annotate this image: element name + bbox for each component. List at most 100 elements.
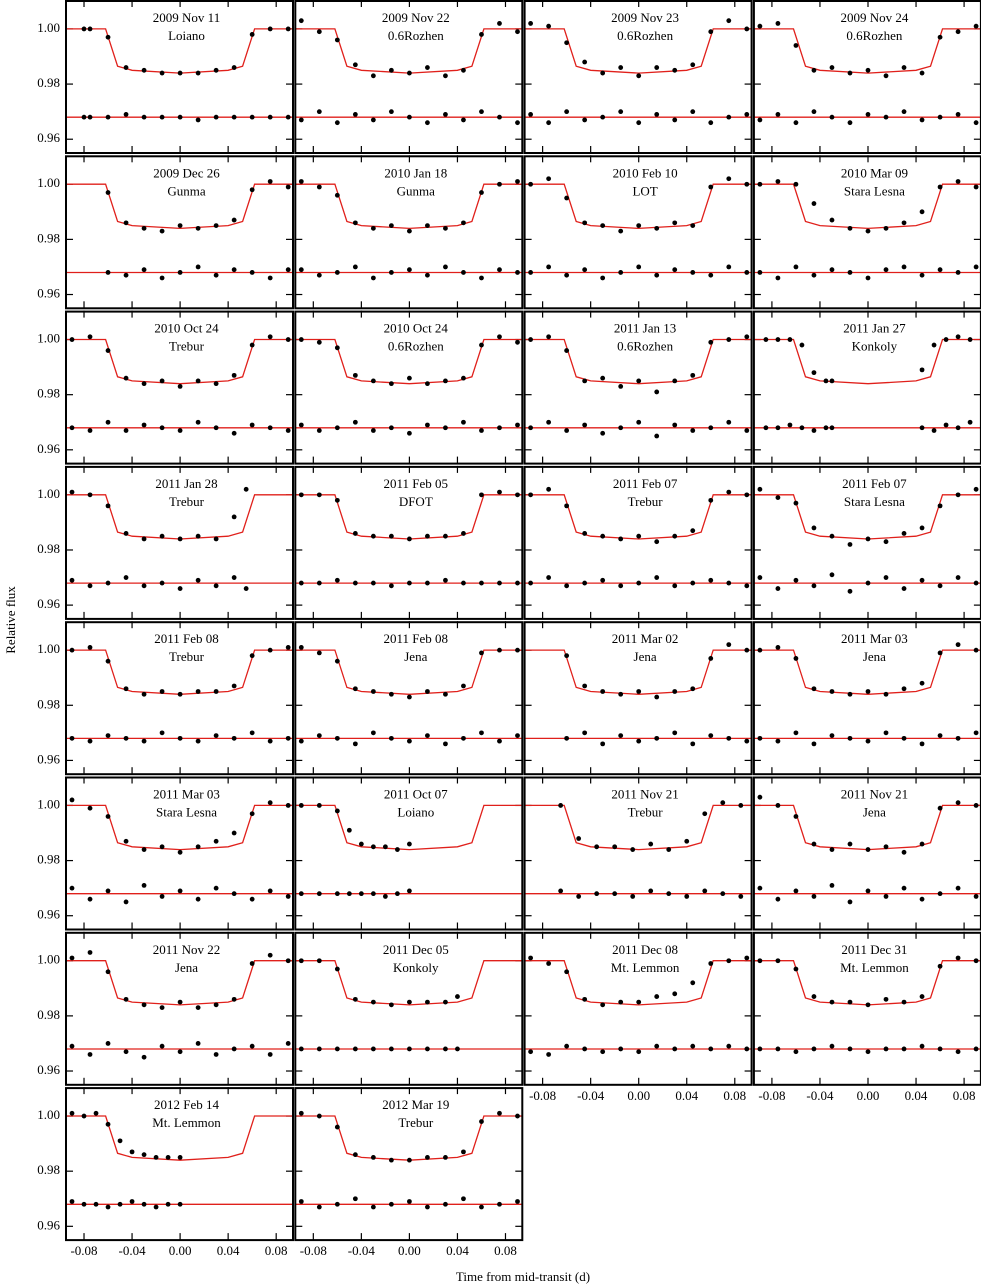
residual-point bbox=[793, 120, 799, 126]
flux-point bbox=[600, 375, 606, 381]
flux-point bbox=[394, 847, 400, 852]
flux-point bbox=[757, 23, 763, 29]
flux-point bbox=[249, 32, 255, 37]
flux-point bbox=[443, 73, 448, 79]
residual-point bbox=[177, 735, 183, 741]
residual-point bbox=[316, 109, 322, 115]
flux-point bbox=[901, 999, 907, 1005]
residual-point bbox=[105, 114, 111, 120]
residual-point bbox=[316, 1204, 322, 1210]
flux-point bbox=[708, 656, 714, 661]
residual-point bbox=[636, 120, 642, 126]
residual-point bbox=[883, 267, 889, 273]
y-tick-label: 0.98 bbox=[37, 386, 60, 401]
y-tick-label: 0.96 bbox=[37, 1217, 60, 1232]
flux-point bbox=[195, 533, 201, 539]
flux-point bbox=[195, 225, 201, 231]
flux-point bbox=[352, 531, 358, 536]
residual-point bbox=[407, 267, 412, 273]
flux-point bbox=[823, 378, 829, 384]
residual-point bbox=[582, 117, 588, 123]
flux-point bbox=[793, 656, 799, 661]
panel-frame bbox=[65, 931, 294, 1086]
flux-point bbox=[159, 70, 165, 76]
panel-title: 2011 Dec 05 bbox=[383, 942, 449, 957]
panel: 2009 Nov 22 0.6Rozhen bbox=[294, 0, 524, 154]
residual-point bbox=[618, 109, 624, 115]
flux-point bbox=[249, 653, 255, 659]
residual-point bbox=[775, 275, 781, 281]
residual-point bbox=[919, 1043, 925, 1049]
residual-point bbox=[352, 419, 358, 425]
flux-point bbox=[249, 342, 255, 348]
flux-point bbox=[141, 536, 147, 542]
flux-point bbox=[973, 486, 979, 492]
flux-point bbox=[883, 691, 889, 697]
y-tick-label: 0.98 bbox=[37, 541, 60, 556]
flux-point bbox=[69, 1110, 75, 1116]
flux-point bbox=[105, 348, 111, 353]
flux-point bbox=[479, 492, 484, 498]
flux-point bbox=[443, 999, 448, 1005]
residual-point bbox=[461, 580, 466, 586]
flux-point bbox=[793, 814, 799, 819]
residual-point bbox=[672, 1046, 678, 1052]
residual-point bbox=[726, 1043, 732, 1049]
flux-point bbox=[708, 29, 714, 35]
flux-point bbox=[618, 228, 624, 234]
residual-point bbox=[407, 580, 412, 586]
flux-point bbox=[461, 67, 466, 73]
flux-point bbox=[829, 689, 835, 694]
panel: 2010 Oct 24 0.6Rozhen bbox=[294, 310, 524, 465]
flux-point bbox=[793, 43, 799, 48]
flux-point bbox=[937, 503, 943, 509]
residual-point bbox=[955, 575, 961, 580]
residual-point bbox=[528, 1049, 534, 1055]
flux-point bbox=[243, 486, 249, 492]
residual-point bbox=[865, 112, 871, 117]
flux-point bbox=[117, 1138, 123, 1144]
panel-title: 2011 Dec 31 bbox=[841, 942, 907, 957]
residual-point bbox=[213, 1052, 219, 1057]
flux-point bbox=[141, 691, 147, 697]
panel-subtitle: DFOT bbox=[399, 494, 433, 509]
residual-point bbox=[744, 428, 750, 433]
y-tick-label: 1.00 bbox=[37, 641, 60, 656]
residual-point bbox=[690, 270, 696, 275]
residual-point bbox=[883, 1046, 889, 1052]
residual-point bbox=[973, 580, 979, 586]
panel-title: 2011 Jan 28 bbox=[155, 476, 217, 491]
residual-point bbox=[847, 120, 853, 126]
panel-title: 2010 Jan 18 bbox=[384, 165, 447, 180]
residual-point bbox=[757, 735, 763, 741]
residual-point bbox=[967, 419, 973, 425]
flux-point bbox=[757, 647, 763, 653]
flux-point bbox=[249, 187, 255, 193]
residual-point bbox=[346, 891, 352, 897]
flux-point bbox=[582, 59, 588, 65]
residual-point bbox=[461, 735, 466, 741]
residual-point bbox=[370, 730, 376, 736]
flux-point bbox=[600, 1002, 606, 1008]
flux-point bbox=[370, 844, 376, 850]
flux-point bbox=[726, 18, 732, 24]
flux-point bbox=[690, 223, 696, 228]
flux-point bbox=[937, 650, 943, 656]
panel-title: 2009 Nov 23 bbox=[611, 10, 679, 25]
residual-point bbox=[461, 117, 466, 123]
residual-point bbox=[726, 264, 732, 270]
flux-point bbox=[582, 531, 588, 536]
flux-point bbox=[666, 847, 672, 852]
residual-point bbox=[793, 1049, 799, 1055]
residual-point bbox=[618, 270, 624, 275]
residual-point bbox=[177, 1201, 183, 1207]
residual-point bbox=[829, 114, 835, 120]
residual-point bbox=[847, 735, 853, 741]
residual-point bbox=[285, 735, 291, 741]
residual-point bbox=[123, 899, 129, 905]
residual-point bbox=[738, 894, 744, 899]
flux-point bbox=[105, 503, 111, 509]
residual-point bbox=[285, 894, 291, 899]
flux-point bbox=[352, 686, 358, 692]
flux-point bbox=[775, 179, 781, 184]
